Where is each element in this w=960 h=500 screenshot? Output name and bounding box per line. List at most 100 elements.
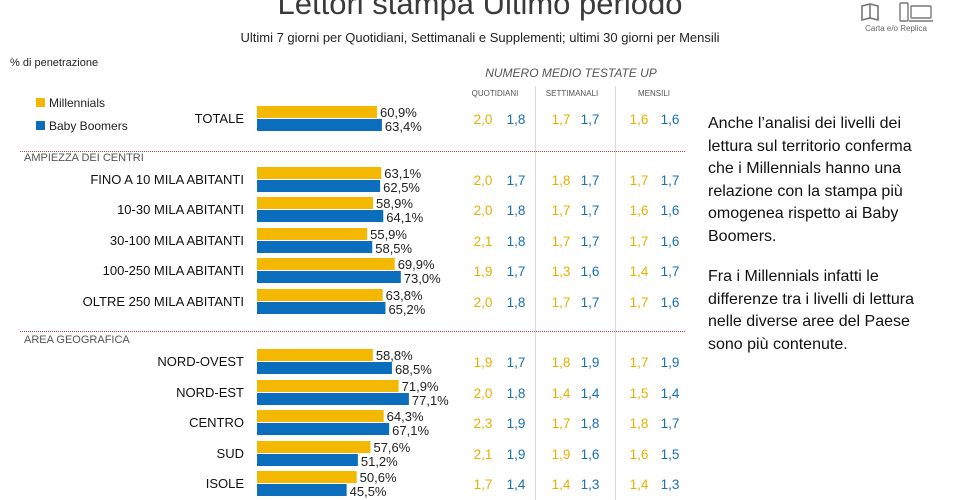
subheader-quotidiani: QUOTIDIANI [471,89,519,98]
numero-medio-millennials: 1,6 [630,203,649,218]
category-label: NORD-EST [176,385,244,400]
bar-millennials [257,289,383,301]
bar-millennials [257,106,377,118]
numero-medio-boomers: 1,8 [581,416,600,431]
numero-medio-boomers: 1,7 [661,173,680,188]
data-label-millennials: 55,9% [370,227,407,242]
bar-millennials [257,380,399,392]
numero-medio-millennials: 1,9 [474,264,493,279]
category-label: NORD-OVEST [157,354,244,369]
commentary-paragraph: Anche l’analisi dei livelli dei lettura … [708,115,912,245]
numero-medio-boomers: 1,8 [507,112,526,127]
bar-boomers [257,484,347,496]
bar-boomers [257,241,373,253]
bar-boomers [257,362,392,374]
numero-medio-millennials: 1,3 [552,264,571,279]
data-label-millennials: 64,3% [387,409,424,424]
data-label-millennials: 58,8% [376,348,413,363]
category-label: 10-30 MILA ABITANTI [117,202,244,217]
print-and-device-logo [861,2,933,22]
numero-medio-millennials: 1,9 [474,355,493,370]
numero-medio-millennials: 1,7 [552,203,571,218]
data-label-boomers: 65,2% [388,302,425,317]
numero-medio-boomers: 1,8 [507,203,526,218]
data-label-millennials: 71,9% [402,379,439,394]
data-label-millennials: 58,9% [376,196,413,211]
book-icon [861,3,879,22]
bar-boomers [257,454,358,466]
numero-medio-boomers: 1,5 [661,447,680,462]
numero-medio-boomers: 1,8 [507,295,526,310]
bar-boomers [257,119,382,131]
bar-millennials [257,349,373,361]
numero-medio-millennials: 1,7 [474,477,493,492]
category-label: 100-250 MILA ABITANTI [103,263,244,278]
numero-medio-millennials: 1,8 [630,416,649,431]
bar-millennials [257,228,368,240]
numero-medio-millennials: 1,8 [552,355,571,370]
bar-millennials [257,471,357,483]
category-label: FINO A 10 MILA ABITANTI [90,172,244,187]
numero-medio-millennials: 1,7 [552,112,571,127]
numero-medio-boomers: 1,4 [507,477,526,492]
numero-medio-boomers: 1,4 [661,386,680,401]
category-label: SUD [217,446,244,461]
numero-medio-boomers: 1,7 [507,355,526,370]
legend-label-millennials: Millennials [49,95,106,110]
numero-medio-boomers: 1,6 [661,234,680,249]
data-label-boomers: 51,2% [361,454,398,469]
data-label-millennials: 60,9% [380,105,417,120]
subheader-mensili: MENSILI [637,89,670,98]
bar-boomers [257,271,401,283]
numero-medio-millennials: 2,0 [474,203,493,218]
column-divider [615,86,616,500]
numero-medio-boomers: 1,3 [581,477,600,492]
data-label-boomers: 58,5% [375,241,412,256]
legend-label-boomers: Baby Boomers [49,118,128,133]
numero-medio-millennials: 2,3 [474,416,493,431]
numero-medio-boomers: 1,7 [661,416,680,431]
legend-item-millennials: Millennials [36,91,128,114]
numero-medio-boomers: 1,4 [581,386,600,401]
numero-medio-boomers: 1,7 [581,295,600,310]
numero-medio-boomers: 1,9 [581,355,600,370]
category-label: CENTRO [189,415,244,430]
numero-medio-boomers: 1,6 [661,203,680,218]
data-label-boomers: 73,0% [404,271,441,286]
numero-medio-boomers: 1,9 [507,416,526,431]
numero-medio-boomers: 1,9 [507,447,526,462]
data-label-millennials: 50,6% [360,470,397,485]
numero-medio-boomers: 1,3 [661,477,680,492]
category-label: ISOLE [206,476,245,491]
data-label-millennials: 69,9% [398,257,435,272]
numero-medio-millennials: 1,8 [552,173,571,188]
bar-boomers [257,302,386,314]
numero-medio-boomers: 1,7 [661,264,680,279]
numero-medio-millennials: 1,7 [630,295,649,310]
legend-item-boomers: Baby Boomers [36,114,128,137]
numero-medio-millennials: 1,6 [630,447,649,462]
numero-medio-millennials: 1,7 [630,355,649,370]
section-label-area: AREA GEOGRAFICA [24,334,130,346]
numero-medio-millennials: 1,7 [630,173,649,188]
numero-medio-millennials: 1,4 [552,477,571,492]
numero-medio-millennials: 2,1 [474,447,493,462]
data-label-boomers: 68,5% [395,362,432,377]
category-label: TOTALE [195,111,245,126]
column-divider [535,86,536,500]
numero-medio-millennials: 2,0 [474,386,493,401]
bar-boomers [257,180,381,192]
page-subtitle: Ultimi 7 giorni per Quotidiani, Settiman… [240,30,720,45]
numero-medio-boomers: 1,6 [661,295,680,310]
bar-chart: TOTALE 60,9%63,4% 2,0 1,8 1,7 1,7 1,6 1,6 FINO A… [83,105,680,499]
logo-caption: Carta e/o Replica [865,24,927,33]
data-label-boomers: 77,1% [412,393,449,408]
data-label-boomers: 64,1% [386,210,423,225]
devices-icon [899,2,933,22]
numero-medio-boomers: 1,6 [581,264,600,279]
numero-medio-boomers: 1,7 [581,112,600,127]
numero-medio-millennials: 1,4 [630,477,649,492]
numero-medio-millennials: 1,4 [630,264,649,279]
numero-medio-millennials: 2,0 [474,173,493,188]
penetration-label: % di penetrazione [10,57,99,69]
